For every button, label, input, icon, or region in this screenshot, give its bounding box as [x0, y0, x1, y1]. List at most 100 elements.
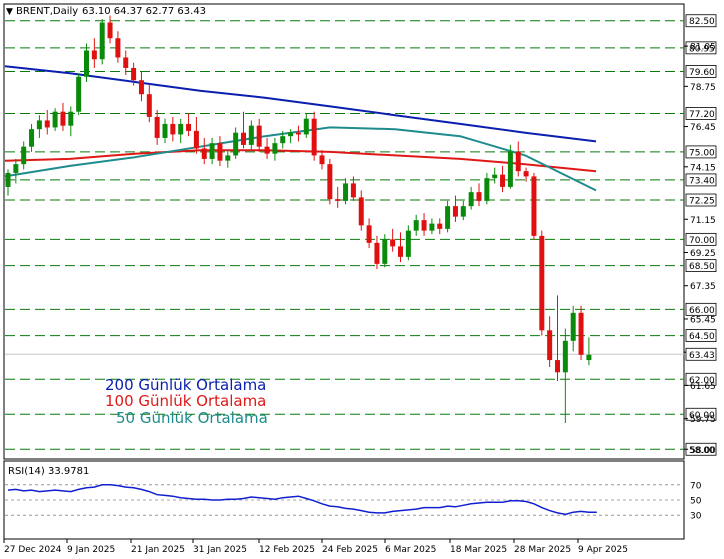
candle-bear [398, 246, 403, 257]
candle-bear [335, 199, 341, 201]
x-tick-label: 31 Jan 2025 [193, 545, 247, 555]
candle-bear [476, 192, 482, 201]
legend-ma200: 200 Günlük Ortalama [105, 376, 266, 394]
level-tag [685, 407, 717, 421]
candle-bull [13, 164, 19, 173]
candle-bear [186, 123, 192, 131]
y-tick-label: 59.75 [690, 415, 716, 425]
candle-bull [272, 143, 278, 154]
y-tick-label: 71.15 [690, 216, 716, 226]
candle-bull [484, 178, 490, 201]
candle-bear [374, 242, 380, 264]
level-label: 58.00 [689, 446, 715, 456]
y-tick-label: 76.45 [690, 123, 716, 133]
candle-bear [350, 183, 356, 198]
candle-bear [217, 143, 223, 161]
level-label: 80.95 [689, 44, 715, 54]
x-tick-label: 24 Feb 2025 [322, 545, 378, 555]
x-tick-label: 9 Apr 2025 [578, 545, 628, 555]
candle-bear [319, 155, 325, 165]
candle-bear [452, 206, 458, 217]
ma-100-line [4, 149, 597, 173]
candle-bull [99, 22, 105, 60]
candle-bull [76, 76, 82, 112]
candle-bull [413, 220, 419, 231]
candle-bull [492, 174, 498, 179]
candle-bear [578, 312, 584, 355]
price-panel-frame [3, 3, 685, 460]
candle-bear [523, 171, 529, 177]
y-tick-label: 69.25 [690, 249, 716, 259]
candles [5, 15, 592, 424]
horizontal-levels: 82.50 80.95 79.60 77.20 75.00 73.40 72.25 70.00… [5, 14, 717, 456]
level-label: 72.25 [689, 197, 715, 207]
candle-bear [295, 132, 301, 135]
rsi-indicator: 70 50 30 [5, 481, 702, 522]
candle-bear [60, 111, 66, 126]
candle-bear [256, 125, 262, 147]
level-label: 79.60 [689, 68, 715, 78]
x-tick-label: 27 Dec 2024 [4, 545, 62, 555]
candle-bull [52, 111, 58, 128]
candle-bull [5, 172, 11, 187]
rsi-tick-label: 70 [690, 481, 702, 491]
candle-bull [162, 123, 168, 138]
rsi-title: RSI(14) 33.9781 [8, 466, 89, 477]
moving-averages [4, 65, 597, 192]
candle-bear [264, 146, 270, 154]
level-label: 77.20 [689, 110, 715, 120]
candle-bull [233, 132, 239, 156]
x-tick-label: 12 Feb 2025 [259, 545, 315, 555]
symbol-menu-icon[interactable]: ▼ [6, 7, 13, 17]
level-tag [685, 232, 717, 246]
candle-bull [343, 183, 349, 201]
candle-bear [107, 22, 113, 39]
level-tag [685, 193, 717, 207]
candle-bull [460, 206, 466, 217]
chart-ohlc: 63.10 64.37 62.77 63.43 [82, 6, 206, 17]
y-tick-label: 78.75 [690, 83, 716, 93]
candle-bear [366, 225, 372, 243]
candle-bear [44, 120, 50, 128]
chart-symbol: BRENT,Daily [16, 6, 78, 17]
y-tick-label: 61.65 [690, 382, 716, 392]
level-label: 73.40 [689, 176, 715, 186]
level-label: 66.00 [689, 306, 715, 316]
candle-bull [405, 230, 411, 257]
rsi-line [7, 484, 597, 516]
level-label: 75.00 [689, 148, 715, 158]
candle-bull [21, 146, 27, 165]
candle-bull [68, 111, 74, 126]
x-tick-label: 18 Mar 2025 [450, 545, 507, 555]
candle-bear [311, 118, 317, 156]
candle-bull [225, 155, 231, 161]
level-tag [685, 259, 717, 273]
candle-bear [437, 223, 443, 229]
candle-bull [570, 312, 576, 341]
candle-bull [382, 239, 388, 264]
candle-bear [500, 174, 506, 187]
level-tag [685, 145, 717, 159]
candle-bull [84, 50, 89, 77]
candle-bear [421, 220, 427, 231]
level-tag [685, 329, 717, 342]
candle-bull [586, 354, 592, 361]
candle-bear [154, 116, 160, 138]
candle-bull [429, 223, 435, 231]
x-tick-label: 9 Jan 2025 [67, 545, 115, 555]
x-axis: 27 Dec 2024 9 Jan 2025 21 Jan 2025 31 Jan 2… [3, 539, 628, 555]
candle-bear [138, 80, 144, 95]
candle-bull [288, 132, 294, 137]
current-price-label: 63.43 [689, 351, 715, 361]
candle-bull [468, 192, 474, 207]
candle-bull [248, 125, 254, 145]
candle-bear [146, 94, 152, 117]
candle-bull [209, 143, 215, 159]
candle-bear [131, 67, 137, 81]
candle-bear [327, 164, 333, 200]
level-label: 82.50 [689, 17, 715, 27]
current-price-tag [685, 347, 717, 361]
level-tag [685, 173, 717, 187]
candle-bear [539, 235, 545, 331]
